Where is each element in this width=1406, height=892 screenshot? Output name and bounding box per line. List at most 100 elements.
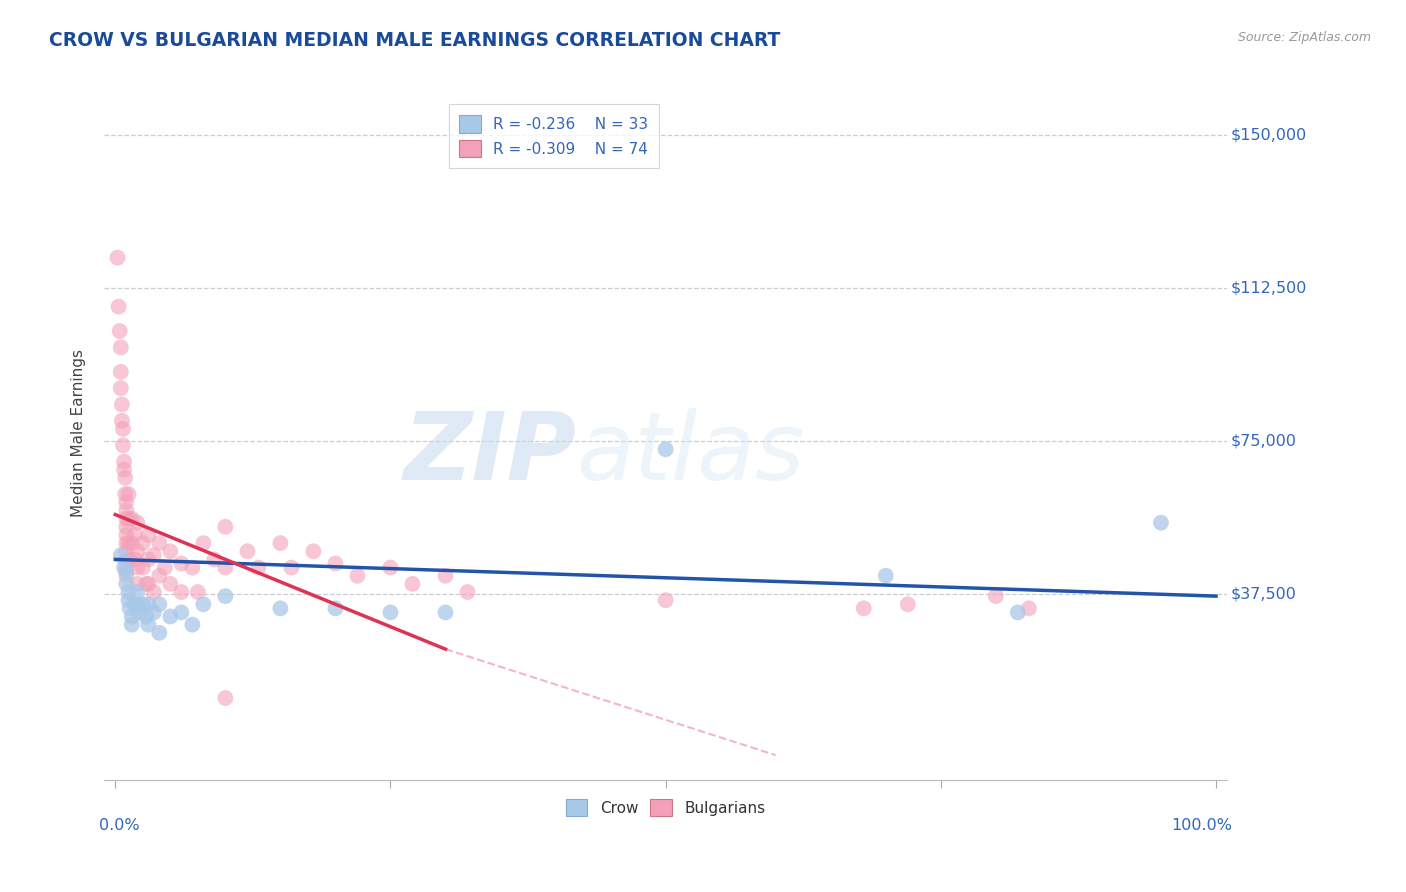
Point	[127, 577, 149, 591]
Point	[170, 606, 193, 620]
Point	[181, 617, 204, 632]
Text: ZIP: ZIP	[404, 408, 576, 500]
Legend: Crow, Bulgarians: Crow, Bulgarians	[558, 791, 773, 824]
Point	[1150, 516, 1173, 530]
Point	[117, 511, 139, 525]
Point	[110, 549, 132, 563]
Point	[214, 589, 236, 603]
Point	[1018, 601, 1040, 615]
Point	[193, 536, 215, 550]
Text: $150,000: $150,000	[1230, 128, 1306, 143]
Point	[380, 560, 402, 574]
Point	[111, 397, 134, 411]
Point	[181, 560, 204, 574]
Point	[117, 487, 139, 501]
Point	[236, 544, 259, 558]
Text: $112,500: $112,500	[1230, 281, 1306, 296]
Point	[115, 495, 138, 509]
Point	[110, 381, 132, 395]
Point	[115, 503, 138, 517]
Point	[112, 463, 135, 477]
Point	[117, 536, 139, 550]
Text: atlas: atlas	[576, 409, 804, 500]
Point	[112, 454, 135, 468]
Point	[159, 544, 181, 558]
Point	[115, 565, 138, 579]
Point	[115, 536, 138, 550]
Point	[115, 520, 138, 534]
Point	[127, 560, 149, 574]
Point	[654, 593, 676, 607]
Point	[121, 617, 143, 632]
Point	[121, 511, 143, 525]
Point	[117, 585, 139, 599]
Point	[107, 300, 129, 314]
Point	[346, 568, 368, 582]
Point	[132, 536, 155, 550]
Point	[118, 552, 141, 566]
Text: $75,000: $75,000	[1230, 434, 1296, 449]
Point	[852, 601, 875, 615]
Point	[118, 601, 141, 615]
Point	[117, 593, 139, 607]
Point	[457, 585, 479, 599]
Point	[136, 597, 159, 611]
Point	[107, 251, 129, 265]
Point	[124, 528, 146, 542]
Point	[142, 549, 165, 563]
Point	[280, 560, 302, 574]
Point	[111, 422, 134, 436]
Point	[247, 560, 270, 574]
Point	[380, 606, 402, 620]
Point	[135, 577, 157, 591]
Point	[170, 557, 193, 571]
Point	[159, 609, 181, 624]
Point	[136, 617, 159, 632]
Point	[128, 606, 150, 620]
Point	[159, 577, 181, 591]
Point	[121, 609, 143, 624]
Point	[114, 487, 136, 501]
Point	[115, 568, 138, 582]
Point	[654, 442, 676, 457]
Point	[269, 536, 291, 550]
Point	[434, 568, 457, 582]
Point	[875, 568, 897, 582]
Point	[214, 691, 236, 706]
Point	[115, 560, 138, 574]
Point	[121, 536, 143, 550]
Point	[115, 528, 138, 542]
Point	[148, 625, 170, 640]
Point	[127, 516, 149, 530]
Point	[148, 568, 170, 582]
Point	[132, 560, 155, 574]
Text: $37,500: $37,500	[1230, 587, 1296, 601]
Point	[114, 471, 136, 485]
Point	[110, 340, 132, 354]
Point	[115, 544, 138, 558]
Y-axis label: Median Male Earnings: Median Male Earnings	[72, 349, 86, 517]
Point	[187, 585, 209, 599]
Point	[434, 606, 457, 620]
Point	[136, 552, 159, 566]
Point	[269, 601, 291, 615]
Point	[148, 536, 170, 550]
Point	[325, 557, 347, 571]
Point	[127, 585, 149, 599]
Point	[401, 577, 423, 591]
Point	[142, 585, 165, 599]
Point	[115, 511, 138, 525]
Point	[170, 585, 193, 599]
Point	[214, 520, 236, 534]
Point	[127, 544, 149, 558]
Point	[1007, 606, 1029, 620]
Text: CROW VS BULGARIAN MEDIAN MALE EARNINGS CORRELATION CHART: CROW VS BULGARIAN MEDIAN MALE EARNINGS C…	[49, 31, 780, 50]
Point	[132, 597, 155, 611]
Point	[148, 597, 170, 611]
Point	[214, 560, 236, 574]
Point	[115, 552, 138, 566]
Point	[302, 544, 325, 558]
Text: 100.0%: 100.0%	[1171, 818, 1233, 833]
Point	[127, 597, 149, 611]
Point	[111, 438, 134, 452]
